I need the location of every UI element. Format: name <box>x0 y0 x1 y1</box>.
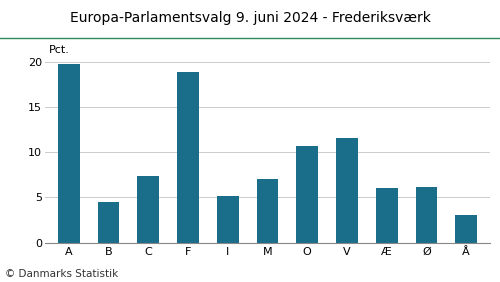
Text: © Danmarks Statistik: © Danmarks Statistik <box>5 269 118 279</box>
Bar <box>58 64 80 243</box>
Bar <box>177 72 199 243</box>
Bar <box>138 176 159 243</box>
Text: Pct.: Pct. <box>49 45 70 55</box>
Bar <box>336 138 358 243</box>
Bar <box>296 146 318 243</box>
Bar <box>98 202 120 243</box>
Bar <box>256 179 278 243</box>
Bar <box>455 215 477 243</box>
Bar <box>416 187 438 243</box>
Bar <box>376 188 398 243</box>
Bar <box>217 197 238 243</box>
Text: Europa-Parlamentsvalg 9. juni 2024 - Frederiksværk: Europa-Parlamentsvalg 9. juni 2024 - Fre… <box>70 11 430 25</box>
